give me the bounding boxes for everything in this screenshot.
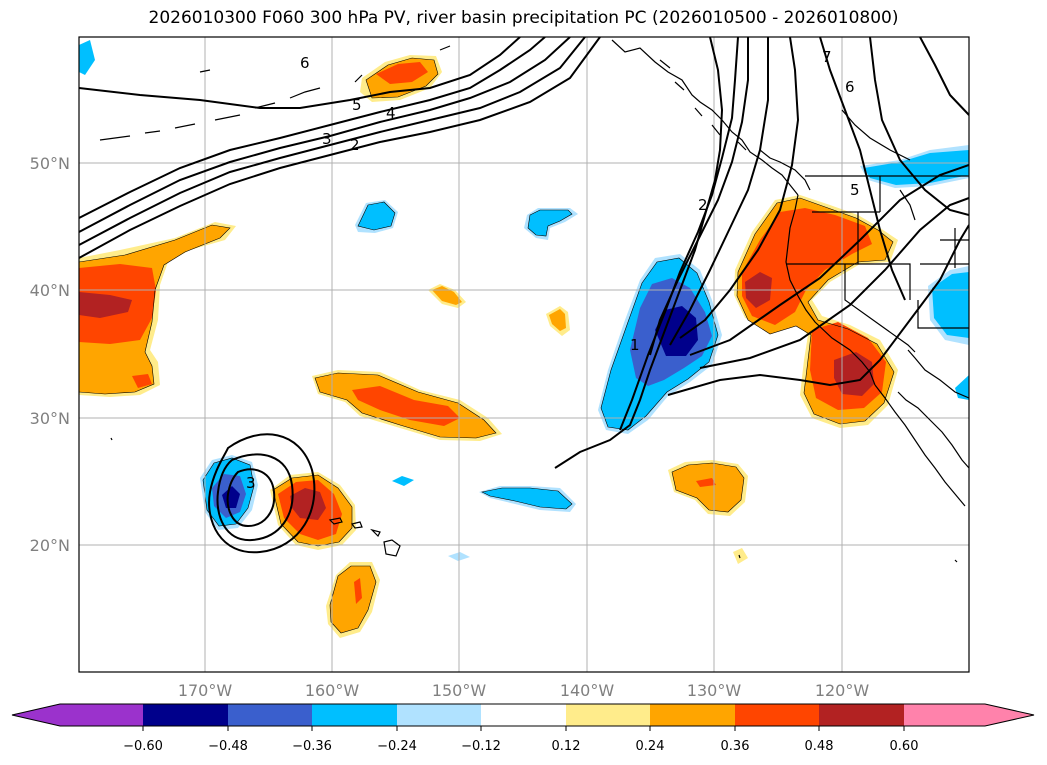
- colorbar-bin-5: [481, 704, 566, 726]
- colorbar: −0.60 −0.48 −0.36 −0.24 −0.12 0.12 0.24 …: [11, 703, 1035, 754]
- colorbar-tick-9: 0.48: [805, 739, 834, 754]
- lon-label-130: 130°W: [687, 681, 742, 700]
- lon-label-140: 140°W: [560, 681, 615, 700]
- svg-text:1: 1: [630, 336, 640, 354]
- colorbar-tick-6: 0.12: [552, 739, 581, 754]
- colorbar-bin-8: [735, 704, 819, 726]
- svg-text:5: 5: [352, 96, 362, 114]
- svg-text:4: 4: [386, 104, 396, 122]
- colorbar-tick-2: −0.48: [208, 739, 248, 754]
- longitude-labels: 170°W 160°W 150°W 140°W 130°W 120°W: [178, 681, 870, 700]
- graticule: [79, 37, 969, 672]
- colorbar-min-extend: [12, 704, 143, 726]
- colorbar-bin-6: [566, 704, 650, 726]
- lon-label-120: 120°W: [815, 681, 870, 700]
- precip-anomaly-layer: [79, 40, 969, 638]
- svg-text:6: 6: [300, 54, 310, 72]
- colorbar-tick-5: −0.12: [461, 739, 501, 754]
- svg-text:7: 7: [822, 48, 832, 66]
- colorbar-max-extend: [904, 704, 1034, 726]
- lat-label-40: 40°N: [30, 281, 70, 300]
- colorbar-tick-8: 0.36: [721, 739, 750, 754]
- latitude-labels: 50°N 40°N 30°N 20°N: [30, 154, 70, 555]
- lat-label-30: 30°N: [30, 409, 70, 428]
- colorbar-tick-10: 0.60: [890, 739, 919, 754]
- lat-label-20: 20°N: [30, 536, 70, 555]
- colorbar-bin-2: [228, 704, 312, 726]
- coastlines: [99, 39, 969, 563]
- svg-text:3: 3: [322, 130, 332, 148]
- map-panel: 6 5 4 3 2 7 6 5 2 1 3: [79, 37, 969, 672]
- lat-label-50: 50°N: [30, 154, 70, 173]
- map-border: [78, 36, 970, 673]
- svg-text:5: 5: [850, 181, 860, 199]
- colorbar-bin-1: [143, 704, 228, 726]
- colorbar-tick-4: −0.24: [377, 739, 417, 754]
- contour-labels: 6 5 4 3 2 7 6 5 2 1 3: [246, 48, 860, 492]
- colorbar-tick-7: 0.24: [636, 739, 665, 754]
- lon-label-170: 170°W: [178, 681, 233, 700]
- map-title: 2026010300 F060 300 hPa PV, river basin …: [148, 8, 899, 28]
- svg-text:3: 3: [246, 474, 256, 492]
- svg-text:6: 6: [845, 78, 855, 96]
- colorbar-bin-3: [312, 704, 397, 726]
- colorbar-bin-7: [650, 704, 735, 726]
- colorbar-bin-9: [819, 704, 904, 726]
- colorbar-bin-4: [397, 704, 481, 726]
- svg-text:2: 2: [698, 196, 708, 214]
- colorbar-tick-3: −0.36: [292, 739, 332, 754]
- lon-label-150: 150°W: [432, 681, 487, 700]
- colorbar-tick-1: −0.60: [123, 739, 163, 754]
- svg-text:2: 2: [350, 136, 360, 154]
- lon-label-160: 160°W: [305, 681, 360, 700]
- pv-contours: [79, 37, 969, 554]
